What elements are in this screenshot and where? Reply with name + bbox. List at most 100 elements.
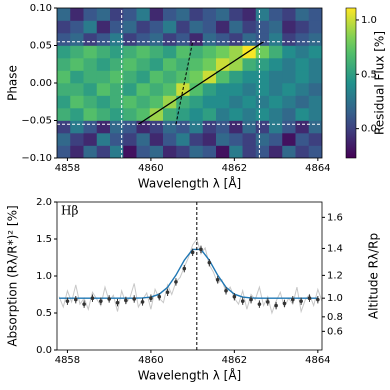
- heatmap-cell: [110, 108, 124, 121]
- heatmap-cell: [96, 8, 111, 21]
- colorbar-tick-label: 1.0: [361, 15, 377, 26]
- heatmap-cell: [295, 145, 310, 158]
- heatmap-cell: [269, 108, 283, 121]
- heatmap-cell: [70, 120, 84, 134]
- heatmap-cell: [123, 83, 137, 96]
- heatmap-cell: [308, 133, 322, 146]
- heatmap-cell: [57, 120, 71, 134]
- heatmap-cell: [176, 70, 190, 84]
- heatmap-cell: [57, 8, 71, 21]
- heatmap-cell: [83, 145, 98, 158]
- heatmap-cell: [202, 120, 217, 134]
- heatmap-cell: [149, 83, 164, 96]
- heatmap-cell: [189, 70, 204, 84]
- heatmap-cell: [202, 108, 217, 121]
- heatmap-cell: [176, 33, 190, 46]
- heatmap-cell: [83, 58, 98, 71]
- heatmap-cell: [136, 133, 151, 146]
- heatmap-cell: [70, 70, 84, 84]
- heatmap-cell: [255, 145, 270, 158]
- heatmap-cell: [110, 133, 124, 146]
- data-point: [140, 300, 145, 304]
- heatmap-cell: [308, 108, 322, 121]
- heatmap-cell: [295, 70, 310, 84]
- heatmap-cell: [57, 33, 71, 46]
- heatmap-cell: [136, 108, 151, 121]
- y-tick-label: 1.0: [36, 271, 52, 282]
- heatmap-cell: [149, 58, 164, 71]
- heatmap-cell: [163, 133, 177, 146]
- heatmap-cell: [189, 95, 204, 109]
- x-tick-label: 4858: [55, 163, 80, 174]
- colorbar-tick-label: 0.5: [361, 69, 377, 80]
- heatmap-cell: [123, 108, 137, 121]
- heatmap-cell: [70, 133, 84, 146]
- data-point: [132, 297, 137, 301]
- heatmap-cell: [96, 120, 111, 134]
- data-point: [240, 299, 245, 303]
- heatmap-cell: [163, 8, 177, 21]
- heatmap-cell: [229, 8, 243, 21]
- heatmap-cell: [229, 95, 243, 109]
- heatmap-cell: [176, 20, 190, 34]
- heatmap-cell: [308, 58, 322, 71]
- heatmap-cell: [110, 120, 124, 134]
- y2-tick-label: 1.6: [327, 212, 343, 223]
- heatmap-cell: [295, 45, 310, 59]
- heatmap-cell: [269, 70, 283, 84]
- heatmap-cell: [96, 108, 111, 121]
- y-tick-label: 0.0: [36, 345, 52, 356]
- heatmap-cell: [110, 20, 124, 34]
- heatmap-cell: [163, 120, 177, 134]
- heatmap-cell: [255, 83, 270, 96]
- heatmap-cell: [57, 83, 71, 96]
- heatmap-cell: [163, 33, 177, 46]
- heatmap-cell: [216, 20, 230, 34]
- heatmap-cell: [229, 83, 243, 96]
- heatmap-cell: [269, 45, 283, 59]
- y-axis-label: Phase: [6, 65, 20, 101]
- heatmap-cell: [83, 8, 98, 21]
- heatmap-cell: [149, 20, 164, 34]
- heatmap-cell: [242, 33, 257, 46]
- heatmap-cell: [255, 108, 270, 121]
- heatmap-cell: [202, 133, 217, 146]
- heatmap-cell: [295, 8, 310, 21]
- heatmap-cell: [176, 133, 190, 146]
- heatmap-cell: [163, 145, 177, 158]
- heatmap-cell: [255, 20, 270, 34]
- heatmap-cell: [255, 8, 270, 21]
- reference-line: [175, 41, 194, 125]
- heatmap-cell: [229, 58, 243, 71]
- heatmap-cell: [242, 83, 257, 96]
- heatmap-cell: [255, 33, 270, 46]
- heatmap-cell: [136, 20, 151, 34]
- heatmap-cell: [83, 108, 98, 121]
- heatmap-cell: [176, 58, 190, 71]
- y-tick-label: 0.5: [36, 308, 52, 319]
- reference-line: [138, 41, 264, 125]
- data-point: [249, 297, 253, 302]
- heatmap-cell: [229, 70, 243, 84]
- heatmap-cell: [189, 108, 204, 121]
- heatmap-cell: [295, 133, 310, 146]
- heatmap-cell: [176, 120, 190, 134]
- heatmap-cell: [123, 20, 137, 34]
- plot-area: [58, 202, 322, 350]
- heatmap-cell: [110, 33, 124, 46]
- heatmap-cell: [308, 83, 322, 96]
- data-line: [58, 237, 322, 315]
- heatmap-cell: [123, 133, 137, 146]
- x-tick-label: 4862: [222, 163, 247, 174]
- data-point: [207, 260, 212, 265]
- heatmap-cell: [255, 45, 270, 59]
- heatmap-cell: [242, 108, 257, 121]
- heatmap-cell: [123, 8, 137, 21]
- heatmap-cell: [70, 83, 84, 96]
- heatmap-cell: [308, 8, 322, 21]
- heatmap-cell: [96, 95, 111, 109]
- heatmap-cell: [269, 20, 283, 34]
- heatmap-cell: [229, 108, 243, 121]
- x-axis-label: Wavelength λ [Å]: [138, 176, 242, 191]
